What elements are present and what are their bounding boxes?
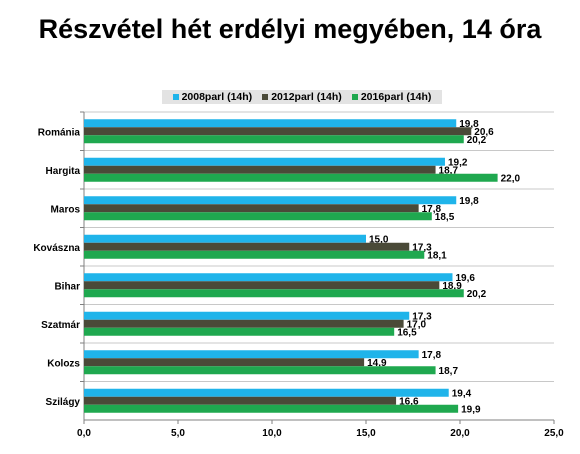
data-label: 19,8 — [459, 196, 479, 207]
data-label: 14,9 — [367, 358, 387, 369]
data-label: 16,5 — [397, 327, 417, 338]
category-label: Maros — [51, 204, 81, 215]
legend-item-2012: 2012parl (14h) — [262, 91, 342, 103]
bar — [84, 366, 436, 375]
x-tick-label: 0,0 — [77, 428, 91, 439]
bar — [84, 289, 464, 298]
data-label: 19,6 — [455, 273, 475, 284]
data-label: 20,2 — [467, 135, 487, 146]
data-label: 17,3 — [412, 311, 432, 322]
legend-label-2012: 2012parl (14h) — [271, 91, 342, 103]
chart-title: Részvétel hét erdélyi megyében, 14 óra — [38, 14, 542, 44]
legend-label-2008: 2008parl (14h) — [181, 91, 253, 103]
legend-item-2008: 2008parl (14h) — [172, 91, 253, 103]
data-label: 20,6 — [474, 127, 494, 138]
bar — [84, 234, 366, 243]
data-label: 17,8 — [422, 204, 442, 215]
bar — [84, 242, 410, 251]
legend-label-2016: 2016parl (14h) — [360, 91, 432, 103]
data-label: 15,0 — [369, 234, 389, 245]
category-label: Románia — [38, 127, 81, 138]
data-label: 18,7 — [439, 366, 459, 377]
category-label: Kovászna — [33, 243, 80, 254]
bar — [84, 388, 449, 397]
bar — [84, 404, 459, 413]
data-label: 18,7 — [439, 165, 459, 176]
bar — [84, 212, 432, 221]
bar — [84, 135, 464, 144]
legend-swatch-2012 — [262, 94, 269, 100]
bar — [84, 358, 365, 367]
data-label: 19,9 — [461, 404, 481, 415]
data-label: 19,8 — [459, 119, 479, 130]
bar — [84, 204, 419, 213]
x-tick-label: 15,0 — [356, 428, 376, 439]
x-tick-label: 10,0 — [262, 428, 282, 439]
data-label: 16,6 — [399, 396, 419, 407]
bar — [84, 396, 397, 405]
data-label: 17,3 — [412, 242, 432, 253]
legend: 2008parl (14h) 2012parl (14h) 2016parl (… — [162, 90, 442, 104]
bar — [84, 281, 440, 290]
data-label: 19,4 — [452, 388, 472, 399]
bar — [84, 311, 410, 320]
legend-swatch-2016 — [351, 94, 358, 100]
bar — [84, 173, 498, 182]
x-tick-label: 5,0 — [171, 428, 185, 439]
category-label: Szatmár — [41, 320, 80, 331]
category-label: Kolozs — [47, 358, 80, 369]
bar — [84, 196, 457, 205]
legend-item-2016: 2016parl (14h) — [351, 91, 432, 103]
data-label: 19,2 — [448, 157, 468, 168]
category-label: Szilágy — [46, 397, 81, 408]
bar — [84, 350, 419, 359]
bar — [84, 165, 436, 174]
category-label: Bihar — [54, 281, 80, 292]
data-label: 20,2 — [467, 289, 487, 300]
data-label: 17,8 — [422, 350, 442, 361]
bar — [84, 273, 453, 282]
data-label: 22,0 — [501, 173, 521, 184]
data-label: 18,5 — [435, 212, 455, 223]
bar — [84, 127, 472, 136]
bar — [84, 157, 445, 166]
legend-swatch-2008 — [172, 94, 179, 100]
bar — [84, 327, 395, 336]
category-label: Hargita — [46, 166, 81, 177]
x-tick-label: 20,0 — [450, 428, 470, 439]
bar — [84, 319, 404, 328]
bar — [84, 119, 457, 128]
bar — [84, 250, 425, 259]
data-label: 17,0 — [407, 319, 427, 330]
data-label: 18,9 — [442, 281, 462, 292]
data-label: 18,1 — [427, 250, 447, 261]
x-tick-label: 25,0 — [544, 428, 564, 439]
